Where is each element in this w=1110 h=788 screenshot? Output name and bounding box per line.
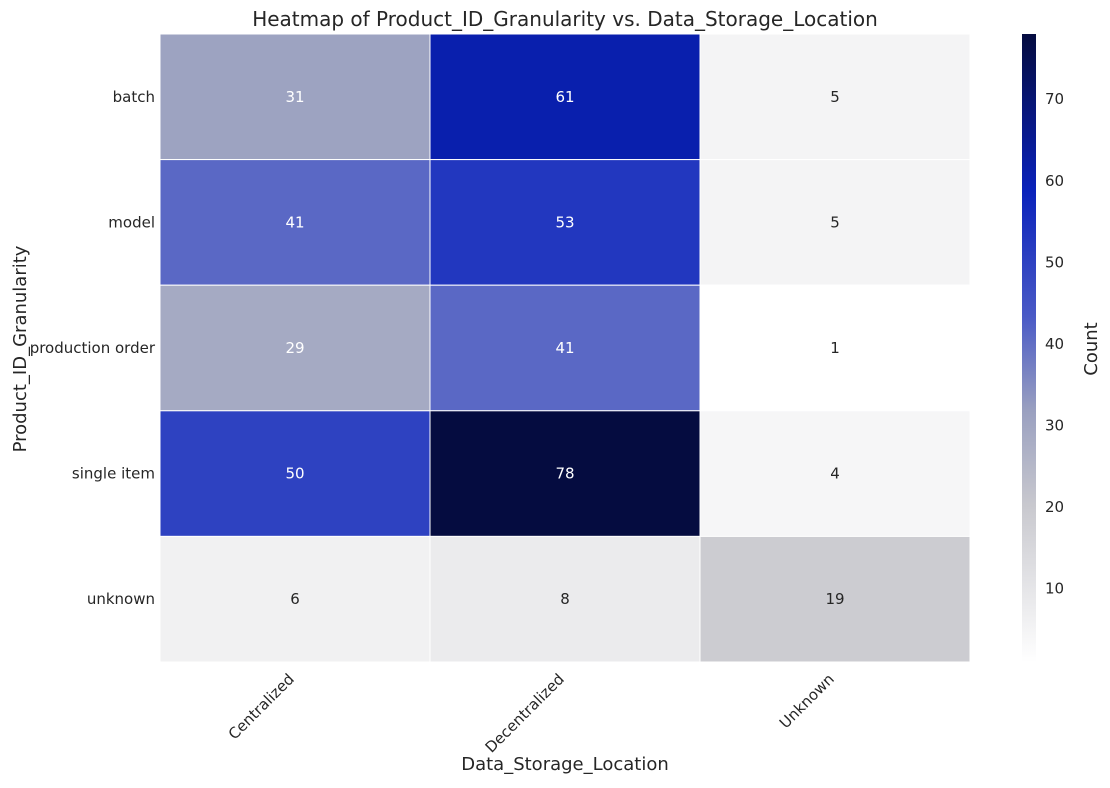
heatmap-cell: [429, 535, 701, 663]
chart-title: Heatmap of Product_ID_Granularity vs. Da…: [252, 7, 878, 31]
heatmap-cell: [429, 33, 701, 161]
heatmap-cell-label: 31: [285, 88, 304, 106]
heatmap-cell-label: 1: [830, 339, 840, 357]
x-axis-label: Data_Storage_Location: [461, 754, 669, 775]
heatmap-cell-label: 5: [830, 213, 840, 231]
x-tick-label: Decentralized: [482, 670, 568, 756]
heatmap-cell: [699, 410, 971, 537]
heatmap-cell: [699, 159, 971, 286]
heatmap-cell-label: 8: [560, 590, 570, 608]
colorbar-label: Count: [1081, 322, 1102, 375]
heatmap-cell: [699, 33, 971, 161]
colorbar-tick-label: 10: [1045, 580, 1064, 598]
colorbar-ticks: 10 20 30 40 50 60 70: [1045, 90, 1064, 597]
heatmap-cell: [159, 410, 431, 537]
heatmap-cell: [159, 159, 431, 286]
y-tick-label: production order: [30, 339, 156, 357]
colorbar-tick-label: 60: [1045, 172, 1064, 190]
heatmap-cell-label: 78: [555, 465, 574, 483]
colorbar-tick-label: 30: [1045, 416, 1064, 434]
colorbar-tick-label: 50: [1045, 253, 1064, 271]
heatmap-cell: [159, 535, 431, 663]
colorbar-tick-label: 20: [1045, 498, 1064, 516]
heatmap-cell: [159, 33, 431, 161]
y-tick-label: batch: [113, 88, 155, 106]
y-axis-label: Product_ID_Granularity: [10, 245, 31, 452]
heatmap-cell-label: 5: [830, 88, 840, 106]
heatmap-cells: [159, 33, 971, 663]
heatmap-cell-label: 19: [825, 590, 844, 608]
x-tick-label: Unknown: [776, 670, 838, 732]
heatmap-cell: [159, 284, 431, 412]
colorbar: [1022, 34, 1036, 662]
heatmap-cell-label: 41: [285, 213, 304, 231]
colorbar-tick-label: 40: [1045, 335, 1064, 353]
heatmap-cell-label: 4: [830, 465, 840, 483]
y-tick-label: single item: [72, 465, 155, 483]
y-tick-label: unknown: [87, 590, 155, 608]
x-tick-labels: Centralized Decentralized Unknown: [225, 670, 838, 756]
heatmap-cell-labels: 31 61 5 41 53 5 29 41 1 50 78 4 6 8 19: [285, 88, 844, 608]
y-tick-label: model: [108, 213, 155, 231]
colorbar-tick-label: 70: [1045, 90, 1064, 108]
heatmap-cell-label: 41: [555, 339, 574, 357]
heatmap-cell: [699, 535, 971, 663]
y-tick-labels: batch model production order single item unk…: [30, 88, 156, 608]
heatmap-cell: [429, 159, 701, 286]
heatmap-cell-label: 50: [285, 465, 304, 483]
heatmap-cell-label: 61: [555, 88, 574, 106]
heatmap-cell-label: 53: [555, 213, 574, 231]
heatmap-cell-label: 6: [290, 590, 300, 608]
x-tick-label: Centralized: [225, 670, 298, 743]
heatmap-cell-label: 29: [285, 339, 304, 357]
heatmap-cell: [429, 284, 701, 412]
